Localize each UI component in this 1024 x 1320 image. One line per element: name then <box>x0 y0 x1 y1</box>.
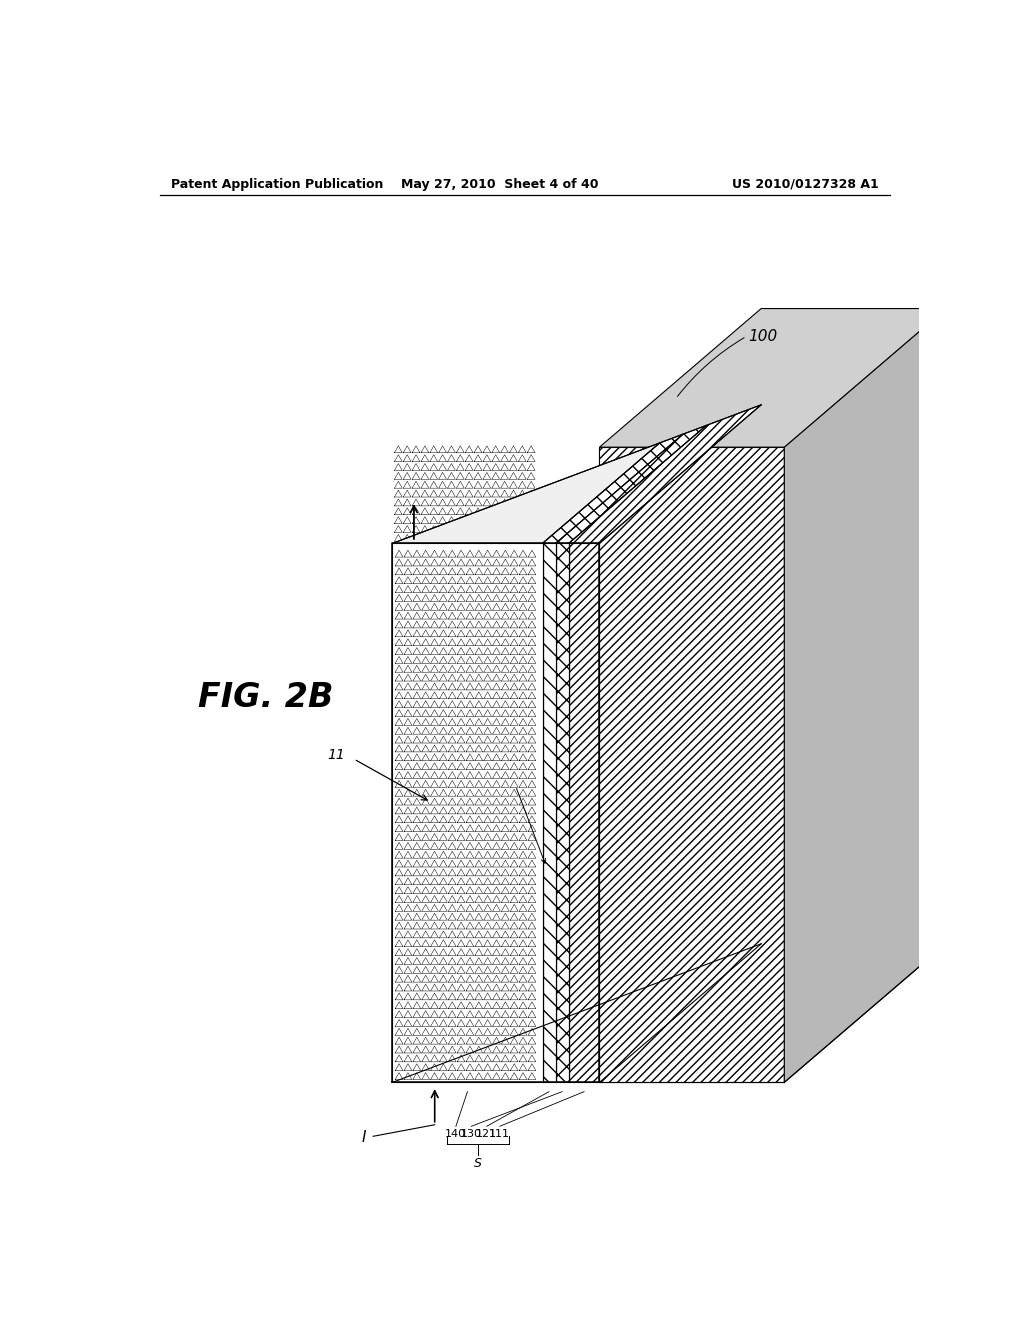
Polygon shape <box>556 544 568 1082</box>
Polygon shape <box>543 544 556 1082</box>
Text: May 27, 2010  Sheet 4 of 40: May 27, 2010 Sheet 4 of 40 <box>401 178 599 190</box>
Text: 121: 121 <box>476 1129 498 1139</box>
Polygon shape <box>599 447 784 1082</box>
Text: I: I <box>361 1130 367 1146</box>
Polygon shape <box>568 544 599 1082</box>
Text: 140: 140 <box>445 1129 467 1139</box>
Text: S: S <box>474 1158 481 1170</box>
Polygon shape <box>392 444 659 544</box>
Polygon shape <box>392 544 543 1082</box>
Text: Patent Application Publication: Patent Application Publication <box>171 178 383 190</box>
Polygon shape <box>543 434 683 544</box>
Text: 100: 100 <box>749 329 777 343</box>
Polygon shape <box>568 405 761 544</box>
Polygon shape <box>784 309 946 1082</box>
Text: 130: 130 <box>461 1129 481 1139</box>
Text: US 2010/0127328 A1: US 2010/0127328 A1 <box>732 178 879 190</box>
Text: 111: 111 <box>489 1129 510 1139</box>
Text: FIG. 2B: FIG. 2B <box>198 681 333 714</box>
Polygon shape <box>556 425 707 544</box>
Polygon shape <box>599 309 946 447</box>
Text: 11: 11 <box>327 748 345 762</box>
